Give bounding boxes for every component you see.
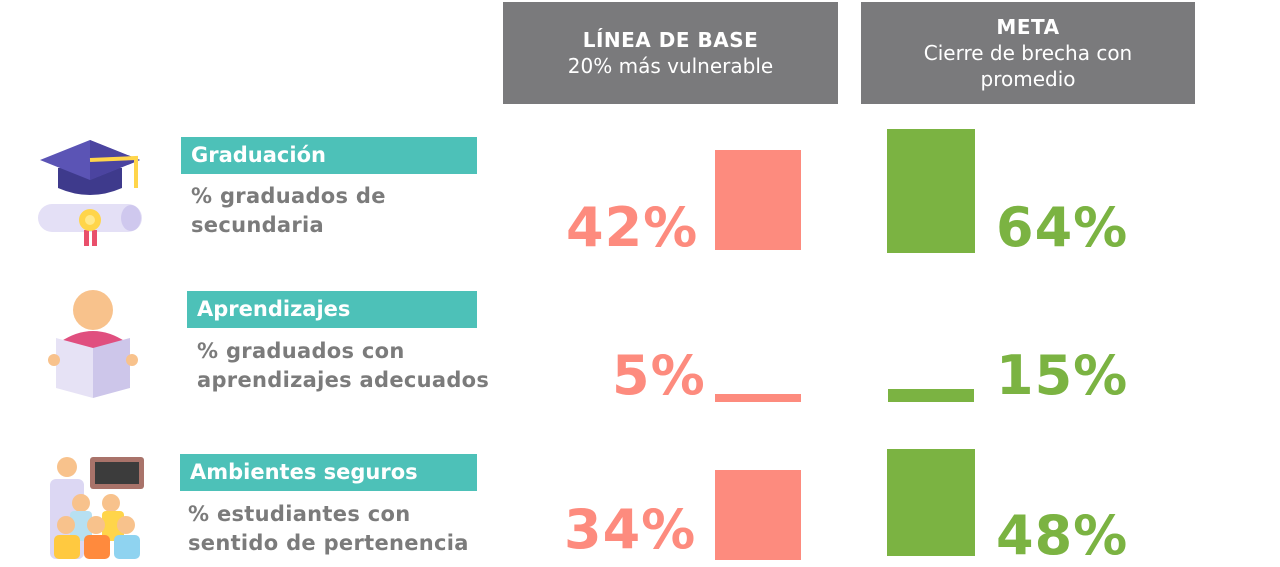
row-description-aprendizajes: % graduados con aprendizajes adecuados [197,339,490,392]
goal-value-aprendizajes: 15% [996,344,1129,407]
goal-header-subtitle: Cierre de brecha con promedio [923,41,1133,91]
student-reading-icon [48,290,138,398]
bar-goal-aprendizajes [888,389,974,402]
baseline-header: LÍNEA DE BASE 20% más vulnerable [503,2,838,104]
baseline-header-subtitle: 20% más vulnerable [567,54,774,78]
bar-goal-ambientes-seguros [887,448,975,556]
bar-baseline-ambientes-seguros [715,469,801,560]
row-description-graduacion: % graduados de secundaria [191,184,386,237]
baseline-header-title: LÍNEA DE BASE [582,28,759,52]
graduation-cap-icon [38,140,142,246]
goal-value-ambientes-seguros: 48% [996,504,1129,567]
baseline-value-graduacion: 42% [566,196,699,259]
row-description-ambientes-seguros: % estudiantes con sentido de pertenencia [188,502,469,555]
baseline-value-aprendizajes: 5% [612,344,706,407]
goal-value-graduacion: 64% [996,196,1129,259]
bar-baseline-aprendizajes [715,394,801,402]
bar-goal-graduacion [887,129,975,253]
baseline-value-ambientes-seguros: 34% [564,498,697,561]
goal-header: META Cierre de brecha con promedio [861,2,1195,104]
goal-header-title: META [996,15,1060,39]
bar-baseline-graduacion [715,149,801,250]
row-label-graduacion: Graduación [181,137,477,174]
row-label-aprendizajes: Aprendizajes [187,291,477,328]
classroom-icon [50,457,144,559]
row-label-ambientes-seguros: Ambientes seguros [180,454,477,491]
